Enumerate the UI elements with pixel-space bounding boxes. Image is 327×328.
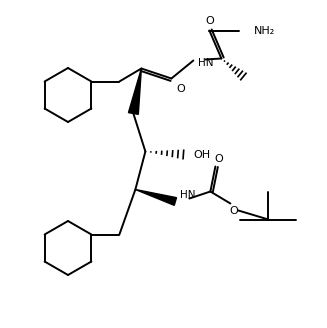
Text: HN: HN	[198, 58, 214, 69]
Text: O: O	[205, 16, 214, 27]
Text: OH: OH	[193, 150, 211, 159]
Polygon shape	[135, 190, 177, 205]
Text: O: O	[176, 84, 185, 93]
Text: O: O	[214, 154, 223, 163]
Polygon shape	[129, 69, 141, 114]
Text: HN: HN	[181, 190, 196, 199]
Text: NH₂: NH₂	[253, 26, 275, 35]
Text: O: O	[229, 206, 238, 215]
